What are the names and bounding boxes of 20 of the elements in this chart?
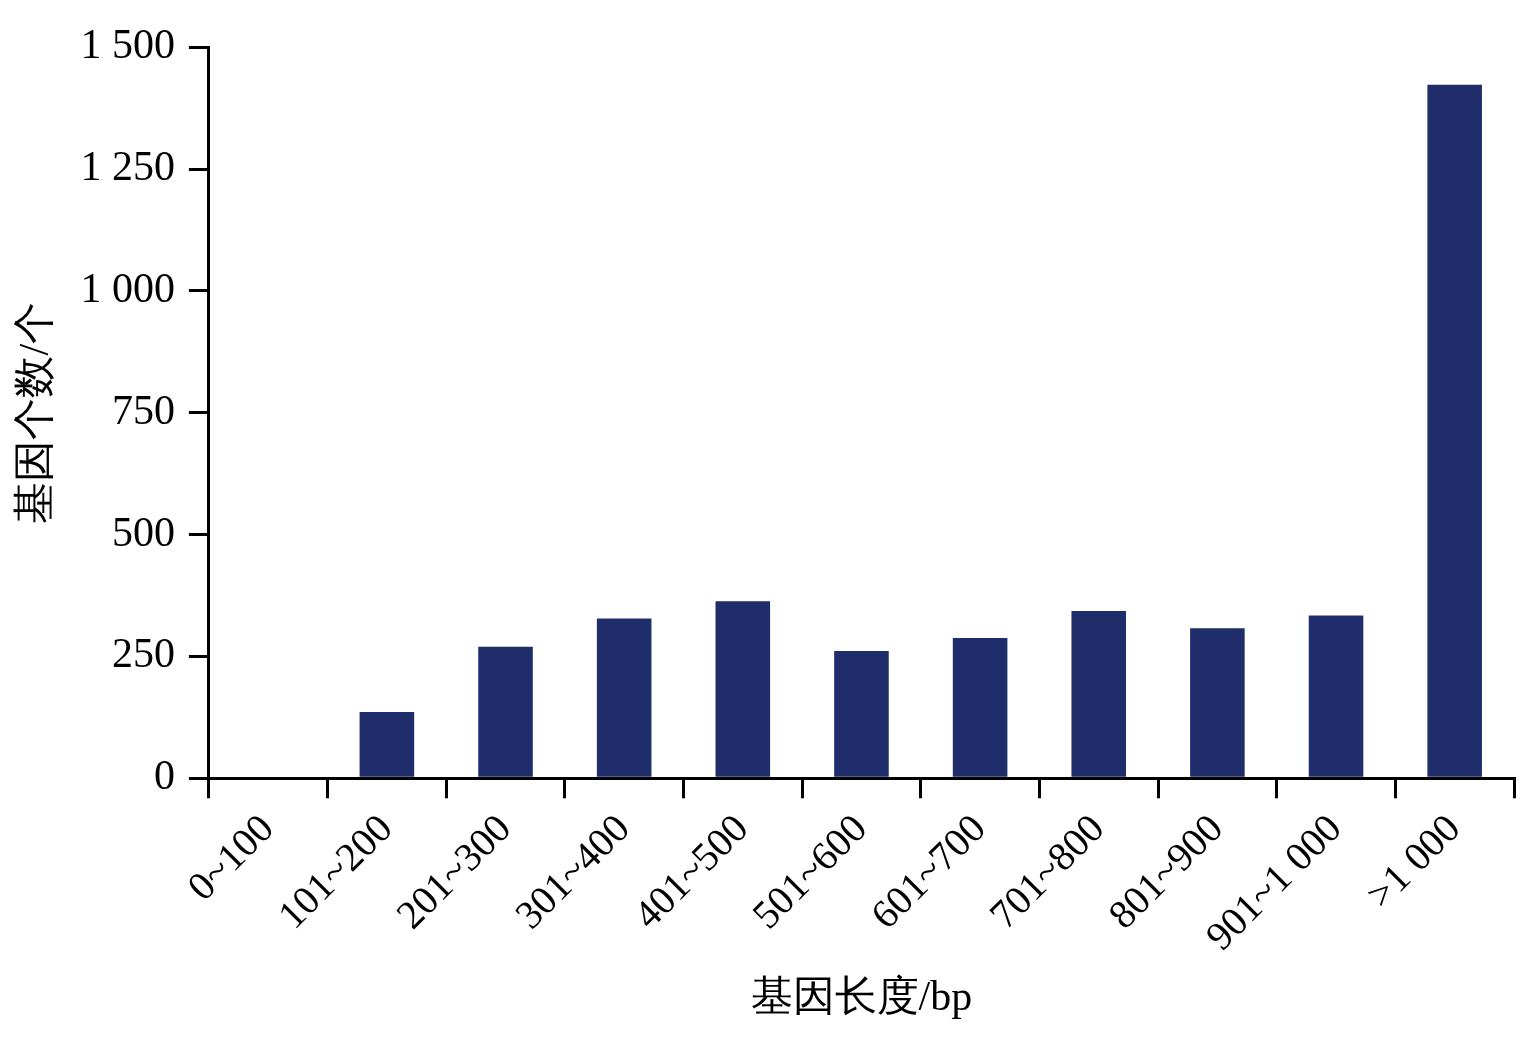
y-axis-title: 基因个数/个 bbox=[11, 301, 58, 524]
bar bbox=[1190, 628, 1245, 777]
bar bbox=[834, 651, 889, 777]
bar bbox=[1308, 615, 1364, 777]
y-tick-label: 500 bbox=[111, 508, 175, 555]
y-tick-label: 1 500 bbox=[80, 21, 175, 68]
bar bbox=[1427, 84, 1482, 777]
bar bbox=[359, 712, 415, 777]
y-tick-label: 1 250 bbox=[80, 143, 175, 190]
bar bbox=[715, 601, 771, 777]
y-tick-label: 750 bbox=[111, 386, 175, 433]
bar bbox=[478, 646, 533, 777]
x-axis-title: 基因长度/bp bbox=[750, 972, 973, 1019]
y-tick-label: 0 bbox=[153, 752, 175, 799]
bar bbox=[596, 618, 652, 777]
y-tick-label: 1 000 bbox=[80, 264, 175, 311]
bar bbox=[952, 637, 1008, 777]
x-tick-label: >1 000 bbox=[1357, 805, 1469, 917]
y-tick-label: 250 bbox=[111, 630, 175, 677]
bar bbox=[1071, 611, 1127, 777]
